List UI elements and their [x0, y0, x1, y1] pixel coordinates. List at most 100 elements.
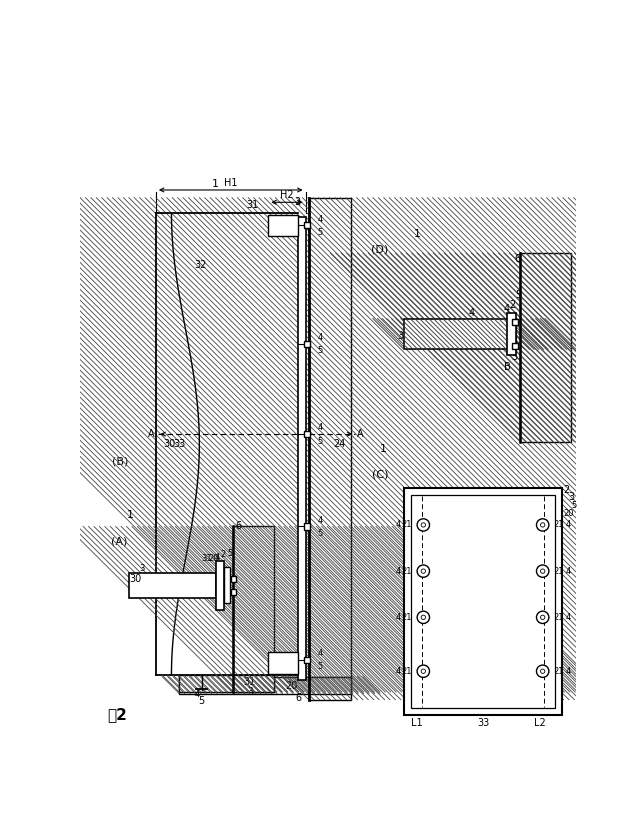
Text: 21: 21	[554, 667, 564, 676]
Text: 20: 20	[208, 554, 218, 563]
Text: 4: 4	[420, 553, 426, 563]
Circle shape	[536, 665, 549, 677]
Text: 4: 4	[317, 424, 323, 432]
Text: 4: 4	[540, 600, 545, 609]
Bar	[304, 657, 310, 662]
Text: 2: 2	[564, 486, 570, 496]
Bar	[511, 319, 518, 325]
Text: 4: 4	[317, 515, 323, 525]
Circle shape	[536, 565, 549, 577]
Text: 5: 5	[317, 346, 323, 355]
Text: 2: 2	[220, 550, 225, 559]
Bar	[304, 341, 310, 347]
Text: 21: 21	[554, 567, 564, 576]
Text: 1: 1	[413, 229, 420, 239]
Text: 33: 33	[173, 439, 186, 449]
Text: 31: 31	[201, 554, 212, 563]
Text: 1: 1	[212, 178, 219, 189]
Text: L2: L2	[534, 718, 545, 728]
Bar	[231, 589, 236, 595]
Bar	[411, 495, 555, 708]
Text: 4: 4	[540, 507, 545, 516]
Text: 30: 30	[163, 439, 175, 449]
Text: 31: 31	[243, 677, 255, 687]
Text: 4: 4	[420, 653, 426, 662]
Bar	[179, 675, 274, 692]
Bar	[268, 215, 298, 236]
Text: 5: 5	[571, 501, 576, 510]
Bar	[404, 319, 516, 349]
Text: 5: 5	[515, 291, 521, 301]
Bar	[231, 577, 236, 582]
Circle shape	[421, 569, 426, 573]
Bar	[304, 222, 310, 229]
Text: 1: 1	[380, 444, 387, 454]
Text: 21: 21	[402, 520, 412, 529]
Bar	[404, 488, 562, 715]
Text: 4: 4	[214, 553, 220, 562]
Circle shape	[417, 519, 429, 531]
Circle shape	[541, 523, 545, 527]
Text: 24: 24	[333, 439, 346, 449]
Text: 4: 4	[566, 613, 571, 622]
Text: (C): (C)	[372, 470, 388, 480]
Text: 21: 21	[402, 667, 412, 676]
Text: H1: H1	[224, 178, 237, 188]
Text: 4: 4	[195, 690, 200, 699]
Text: (D): (D)	[371, 244, 388, 254]
Text: 6: 6	[235, 521, 241, 531]
Bar	[507, 313, 516, 354]
Text: H2: H2	[280, 190, 294, 201]
Bar	[520, 253, 571, 442]
Circle shape	[417, 665, 429, 677]
Circle shape	[541, 669, 545, 673]
Text: 32: 32	[196, 587, 209, 597]
Text: 31: 31	[246, 201, 258, 211]
Text: 4: 4	[540, 653, 545, 662]
Text: 32: 32	[194, 259, 206, 269]
Text: 21: 21	[402, 613, 412, 622]
Text: 5: 5	[317, 529, 323, 538]
Text: 5: 5	[511, 352, 517, 362]
Bar	[268, 652, 298, 673]
Text: 21: 21	[402, 567, 412, 576]
Text: 4: 4	[566, 567, 571, 576]
Text: 4: 4	[503, 304, 509, 315]
Circle shape	[536, 611, 549, 624]
Text: 3: 3	[140, 564, 145, 573]
Circle shape	[421, 669, 426, 673]
Bar	[304, 524, 310, 529]
Text: 4: 4	[317, 649, 323, 658]
Text: 21: 21	[554, 520, 564, 529]
Text: B: B	[504, 362, 511, 372]
Text: 4: 4	[566, 667, 571, 676]
Text: 4: 4	[317, 334, 323, 342]
Text: 21: 21	[554, 613, 564, 622]
Text: 33: 33	[477, 718, 489, 728]
Text: 4: 4	[566, 520, 571, 529]
Text: 3: 3	[397, 331, 403, 341]
Circle shape	[421, 523, 426, 527]
Text: 20: 20	[285, 681, 298, 691]
Text: 20: 20	[563, 509, 573, 518]
Text: 4: 4	[420, 507, 426, 516]
Text: 3: 3	[248, 687, 253, 697]
Circle shape	[421, 615, 426, 620]
Text: 4: 4	[540, 553, 545, 563]
Text: 5: 5	[317, 436, 323, 445]
Circle shape	[417, 611, 429, 624]
Bar	[234, 526, 274, 692]
Text: 3: 3	[568, 492, 575, 502]
Text: 30: 30	[130, 574, 142, 584]
Circle shape	[536, 519, 549, 531]
Bar	[511, 344, 518, 349]
Text: A: A	[148, 429, 155, 439]
Text: 5: 5	[317, 662, 323, 671]
Text: 5: 5	[317, 228, 323, 237]
Bar	[179, 676, 351, 694]
Bar	[298, 217, 305, 681]
Bar	[129, 572, 216, 598]
Text: 4: 4	[395, 667, 401, 676]
Text: 図2: 図2	[107, 708, 127, 723]
Text: 2: 2	[509, 301, 516, 311]
